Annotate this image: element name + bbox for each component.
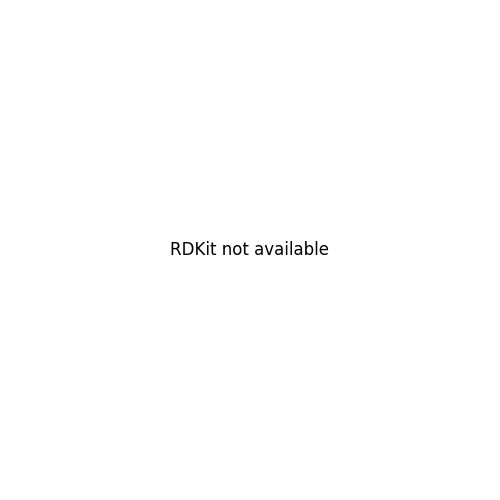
Text: RDKit not available: RDKit not available [170, 241, 330, 259]
